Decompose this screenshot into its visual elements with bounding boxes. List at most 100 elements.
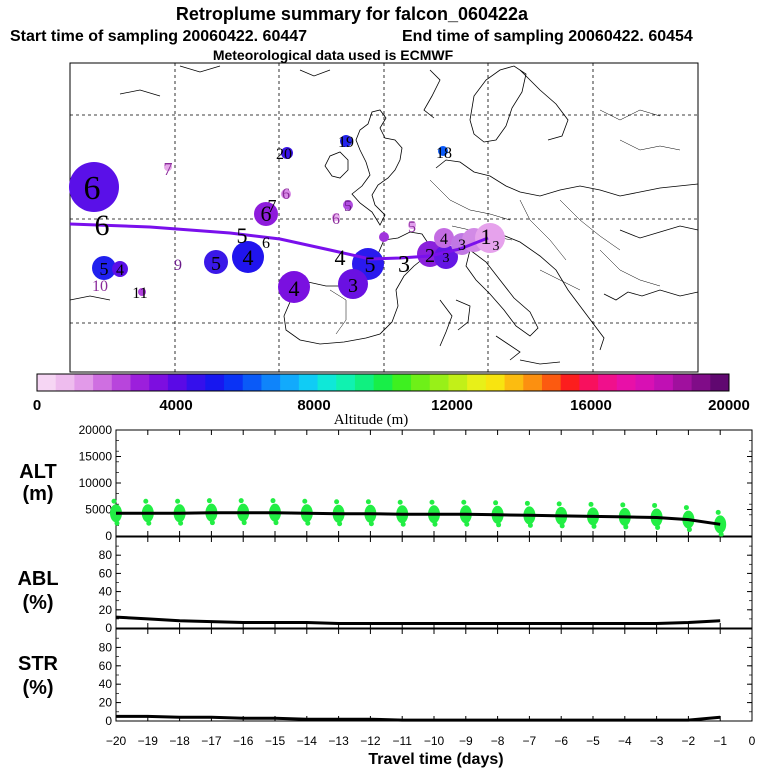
cluster-label: 4 — [116, 262, 124, 279]
cluster-circle — [475, 223, 505, 253]
cluster-label: 6 — [332, 211, 340, 228]
cluster-circle — [332, 213, 340, 221]
y-tick-label: 40 — [99, 585, 113, 599]
colorbar-swatch — [392, 374, 412, 391]
map-clusters — [69, 135, 505, 303]
cluster-label: 6 — [282, 186, 290, 203]
colorbar-swatch — [373, 374, 393, 391]
colorbar-label: Altitude (m) — [334, 412, 409, 428]
colorbar-swatch — [167, 374, 188, 391]
colorbar-swatch — [635, 374, 655, 391]
x-tick-label: −8 — [491, 734, 505, 748]
cluster-label: 9 — [174, 257, 182, 274]
altitude-scatter-dot — [655, 524, 661, 530]
colorbar-tick-label: 16000 — [570, 397, 612, 414]
cluster-label: 7 — [164, 159, 173, 179]
y-tick-label: 60 — [99, 659, 113, 673]
colorbar-swatch — [541, 374, 562, 391]
colorbar-swatch — [579, 374, 599, 391]
altitude-scatter-dot — [432, 521, 438, 527]
altitude-scatter-dot — [305, 520, 311, 526]
altitude-scatter-dot — [114, 520, 120, 526]
colorbar-swatch — [111, 374, 132, 391]
colorbar-tick-label: 20000 — [708, 397, 750, 414]
x-tick-label: −4 — [618, 734, 632, 748]
cluster-label: 1 — [481, 224, 492, 249]
cluster-circle — [69, 162, 119, 212]
colorbar-swatch — [598, 374, 618, 391]
mean-trajectory-line — [69, 222, 489, 261]
altitude-scatter-dot — [623, 524, 629, 530]
altitude-scatter-dot — [302, 498, 308, 504]
cluster-circle — [254, 202, 278, 226]
y-tick-label: 80 — [99, 640, 113, 654]
altitude-scatter-dot — [400, 521, 406, 527]
panel-abl: 0 20 40 60 80 ABL(%) — [17, 536, 753, 635]
altitude-scatter-dot — [556, 501, 562, 507]
altitude-scatter-dot — [464, 521, 470, 527]
colorbar-swatch — [467, 374, 487, 391]
altitude-scatter-dot — [209, 520, 215, 526]
colorbar-tick-label: 12000 — [431, 397, 473, 414]
cluster-circle — [408, 221, 416, 229]
abl-series-line — [115, 615, 721, 625]
panel-label: (m) — [22, 483, 53, 505]
map-borders — [329, 109, 681, 335]
x-axis-label: Travel time (days) — [368, 751, 503, 768]
colorbar-swatch — [429, 374, 449, 391]
cluster-label: 5 — [408, 219, 416, 236]
colorbar-swatch — [74, 374, 94, 391]
cluster-label: 3 — [348, 275, 358, 297]
cluster-label: 5 — [237, 223, 248, 248]
map-panel: 6 7 20 19 18 6 7 6 5 6 5 5 6 4 5 4 5 3 4… — [69, 62, 699, 373]
panel-frame — [115, 536, 753, 629]
colorbar-swatch — [654, 374, 674, 391]
y-tick-label: 0 — [105, 621, 112, 635]
x-tick-label: −17 — [201, 734, 222, 748]
altitude-scatter-dot — [718, 531, 724, 537]
colorbar-swatch — [504, 374, 524, 391]
cluster-label: 10 — [92, 278, 108, 295]
panel-label: ABL — [17, 568, 58, 590]
altitude-scatter-dot — [461, 499, 467, 505]
cluster-label: 3 — [493, 239, 500, 254]
colorbar-tick-label: 4000 — [159, 397, 192, 414]
altitude-scatter-dot — [429, 499, 435, 505]
altitude-scatter-dot — [559, 523, 565, 529]
altitude-scatter-dot — [397, 499, 403, 505]
colorbar-swatch — [354, 374, 375, 391]
x-tick-label: −2 — [682, 734, 696, 748]
cluster-label: 20 — [276, 146, 292, 163]
x-tick-label: −3 — [650, 734, 664, 748]
cluster-circle — [379, 232, 389, 242]
altitude-scatter-dot — [365, 499, 371, 505]
x-tick-label: −11 — [392, 734, 412, 748]
panel-label: STR — [18, 653, 59, 675]
panel-frame — [115, 628, 753, 722]
cluster-circle — [338, 269, 368, 299]
altitude-scatter-dot — [238, 498, 244, 504]
panel-label: (%) — [22, 592, 53, 614]
figure-title: Retroplume summary for falcon_060422a — [176, 4, 529, 24]
colorbar-tick-label: 0 — [33, 397, 41, 414]
panel-label: ALT — [19, 461, 56, 483]
map-cluster-labels: 6 7 20 19 18 6 7 6 5 6 5 5 6 4 5 4 5 3 4… — [84, 134, 500, 302]
colorbar-swatch — [672, 374, 693, 391]
colorbar-swatch — [616, 374, 636, 391]
altitude-scatter-dot — [715, 509, 721, 515]
altitude-scatter-dot — [273, 520, 279, 526]
altitude-scatter-dot — [146, 520, 152, 526]
cluster-circle — [281, 189, 291, 199]
cluster-label: 18 — [436, 145, 452, 162]
altitude-scatter-dot — [175, 498, 181, 504]
altitude-scatter-dot — [686, 527, 692, 533]
altitude-colorbar: 0 4000 8000 12000 16000 20000 Altitude (m) — [33, 373, 750, 428]
colorbar-swatch — [317, 374, 337, 391]
altitude-scatter-dot — [337, 521, 343, 527]
cluster-label: 6 — [84, 170, 101, 207]
x-tick-label: −20 — [106, 734, 127, 748]
cluster-circle — [164, 163, 172, 171]
panel-str: 0 20 40 60 80 STR(%) — [18, 628, 753, 728]
panel-alt: 0 5000 10000 15000 20000 ALT(m) — [19, 423, 753, 543]
